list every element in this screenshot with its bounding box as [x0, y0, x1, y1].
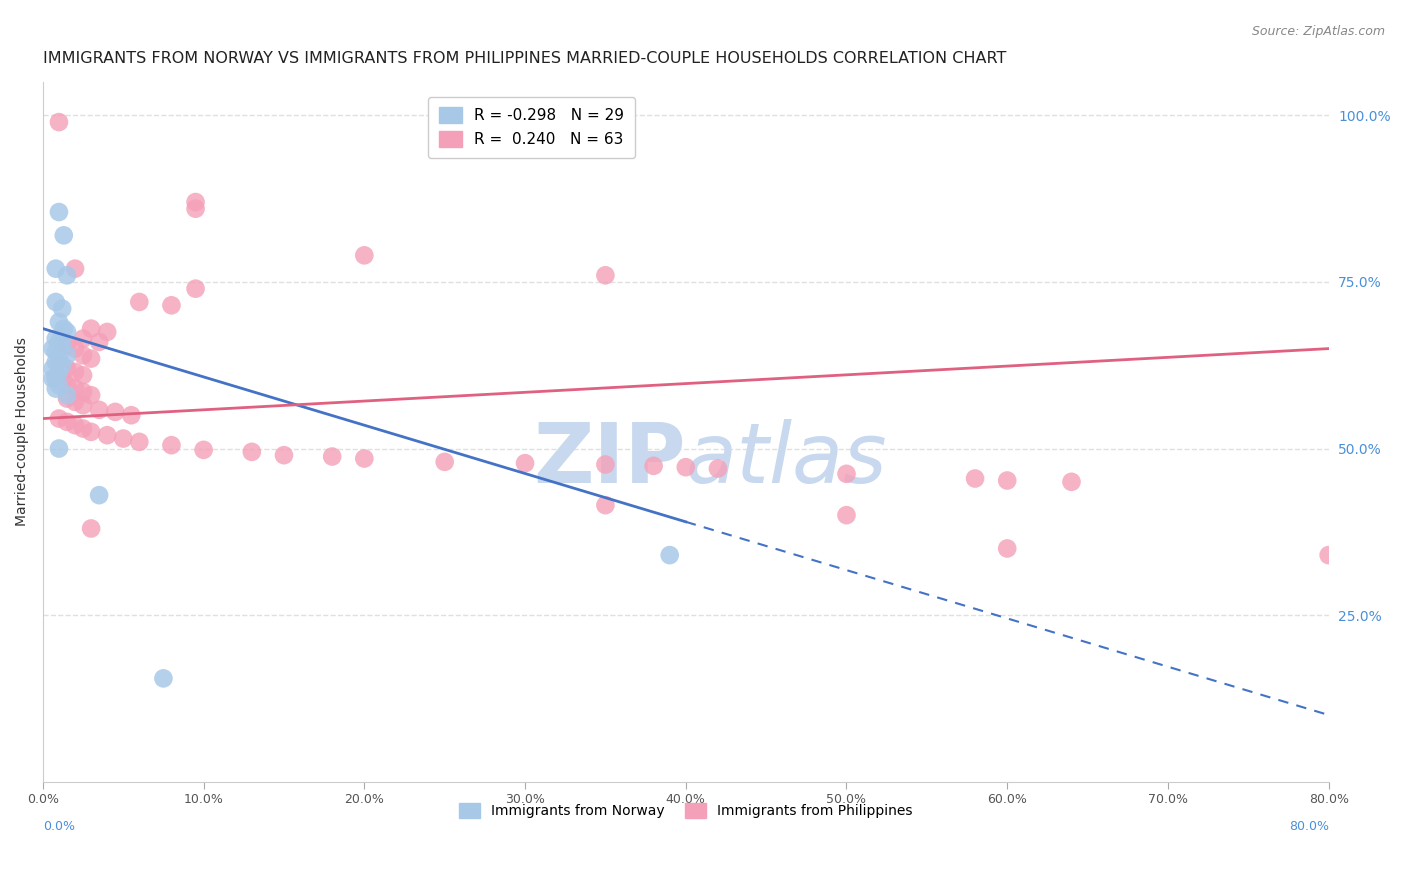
Point	[48, 115, 70, 129]
Point	[595, 458, 617, 472]
Point	[41, 371, 63, 385]
Point	[48, 378, 70, 392]
Point	[89, 488, 111, 502]
Text: Source: ZipAtlas.com: Source: ZipAtlas.com	[1251, 25, 1385, 38]
Point	[56, 348, 79, 362]
Point	[112, 432, 135, 446]
Point	[63, 395, 86, 409]
Point	[80, 388, 103, 402]
Point	[56, 388, 79, 402]
Point	[707, 461, 730, 475]
Point	[433, 455, 456, 469]
Point	[41, 342, 63, 356]
Point	[45, 371, 67, 385]
Point	[45, 332, 67, 346]
Point	[128, 295, 150, 310]
Point	[120, 408, 142, 422]
Point	[45, 261, 67, 276]
Point	[72, 368, 94, 383]
Point	[160, 438, 183, 452]
Point	[675, 460, 697, 475]
Point	[160, 298, 183, 312]
Point	[193, 442, 215, 457]
Point	[995, 474, 1018, 488]
Point	[184, 202, 207, 216]
Point	[56, 338, 79, 352]
Point	[45, 295, 67, 310]
Point	[104, 405, 127, 419]
Point	[965, 471, 987, 485]
Point	[52, 228, 75, 243]
Point	[56, 325, 79, 339]
Point	[51, 338, 73, 352]
Text: atlas: atlas	[686, 419, 887, 500]
Point	[595, 268, 617, 283]
Point	[63, 418, 86, 433]
Point	[321, 450, 343, 464]
Point	[45, 382, 67, 396]
Point	[56, 361, 79, 376]
Point	[80, 351, 103, 366]
Legend: Immigrants from Norway, Immigrants from Philippines: Immigrants from Norway, Immigrants from …	[453, 797, 918, 823]
Point	[89, 403, 111, 417]
Point	[72, 348, 94, 362]
Point	[63, 365, 86, 379]
Point	[56, 392, 79, 406]
Point	[240, 445, 263, 459]
Point	[63, 261, 86, 276]
Point	[48, 351, 70, 366]
Point	[45, 369, 67, 384]
Point	[80, 521, 103, 535]
Y-axis label: Married-couple Households: Married-couple Households	[15, 337, 30, 526]
Point	[48, 442, 70, 456]
Point	[184, 195, 207, 210]
Point	[48, 334, 70, 349]
Point	[96, 325, 118, 339]
Point	[72, 384, 94, 399]
Point	[48, 315, 70, 329]
Point	[45, 345, 67, 359]
Point	[48, 358, 70, 372]
Point	[52, 321, 75, 335]
Point	[184, 282, 207, 296]
Point	[658, 548, 681, 562]
Point	[80, 321, 103, 335]
Point	[835, 467, 858, 481]
Point	[89, 334, 111, 349]
Point	[80, 425, 103, 439]
Point	[51, 358, 73, 372]
Point	[835, 508, 858, 523]
Point	[72, 332, 94, 346]
Point	[128, 434, 150, 449]
Point	[41, 361, 63, 376]
Point	[63, 382, 86, 396]
Point	[56, 268, 79, 283]
Point	[152, 671, 174, 685]
Point	[995, 541, 1018, 556]
Point	[1317, 548, 1340, 562]
Text: 80.0%: 80.0%	[1289, 820, 1329, 833]
Text: ZIP: ZIP	[533, 419, 686, 500]
Point	[56, 378, 79, 392]
Point	[51, 375, 73, 389]
Point	[513, 456, 536, 470]
Point	[595, 498, 617, 512]
Text: 0.0%: 0.0%	[44, 820, 75, 833]
Point	[45, 355, 67, 369]
Point	[51, 301, 73, 316]
Point	[353, 451, 375, 466]
Point	[48, 365, 70, 379]
Point	[273, 448, 295, 462]
Point	[48, 411, 70, 425]
Point	[56, 415, 79, 429]
Point	[96, 428, 118, 442]
Point	[72, 421, 94, 435]
Point	[63, 342, 86, 356]
Point	[643, 458, 665, 473]
Point	[48, 205, 70, 219]
Point	[72, 398, 94, 412]
Point	[1060, 475, 1083, 489]
Text: IMMIGRANTS FROM NORWAY VS IMMIGRANTS FROM PHILIPPINES MARRIED-COUPLE HOUSEHOLDS : IMMIGRANTS FROM NORWAY VS IMMIGRANTS FRO…	[44, 51, 1007, 66]
Point	[353, 248, 375, 262]
